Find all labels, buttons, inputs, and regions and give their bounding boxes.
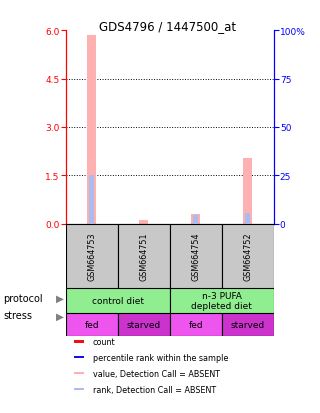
Text: GSM664753: GSM664753 <box>87 232 96 280</box>
Bar <box>245 214 250 224</box>
Text: GSM664752: GSM664752 <box>243 232 252 280</box>
Bar <box>170 313 222 336</box>
Text: ▶: ▶ <box>56 293 64 303</box>
Text: ▶: ▶ <box>56 311 64 320</box>
Text: stress: stress <box>3 311 32 320</box>
Bar <box>118 224 170 288</box>
Text: GDS4796 / 1447500_at: GDS4796 / 1447500_at <box>100 20 236 33</box>
Bar <box>74 356 84 358</box>
Text: rank, Detection Call = ABSENT: rank, Detection Call = ABSENT <box>93 385 216 394</box>
Text: protocol: protocol <box>3 293 43 303</box>
Bar <box>170 224 222 288</box>
Bar <box>243 158 252 224</box>
Text: GSM664754: GSM664754 <box>191 232 200 280</box>
Bar <box>74 340 84 343</box>
Bar <box>66 313 118 336</box>
Text: starved: starved <box>230 320 265 329</box>
Bar <box>191 214 200 224</box>
Text: fed: fed <box>84 320 99 329</box>
Text: n-3 PUFA
depleted diet: n-3 PUFA depleted diet <box>191 291 252 310</box>
Bar <box>66 224 118 288</box>
Text: percentile rank within the sample: percentile rank within the sample <box>93 353 228 362</box>
Bar <box>74 388 84 391</box>
Bar <box>87 36 96 224</box>
Bar <box>222 313 274 336</box>
Text: control diet: control diet <box>92 296 144 305</box>
Bar <box>222 224 274 288</box>
Bar <box>89 176 94 224</box>
Bar <box>74 372 84 375</box>
Bar <box>193 216 198 224</box>
Bar <box>66 288 170 313</box>
Bar <box>118 313 170 336</box>
Text: fed: fed <box>188 320 203 329</box>
Bar <box>139 221 148 224</box>
Text: GSM664751: GSM664751 <box>139 232 148 280</box>
Text: count: count <box>93 337 115 346</box>
Text: starved: starved <box>126 320 161 329</box>
Bar <box>170 288 274 313</box>
Text: value, Detection Call = ABSENT: value, Detection Call = ABSENT <box>93 369 220 378</box>
